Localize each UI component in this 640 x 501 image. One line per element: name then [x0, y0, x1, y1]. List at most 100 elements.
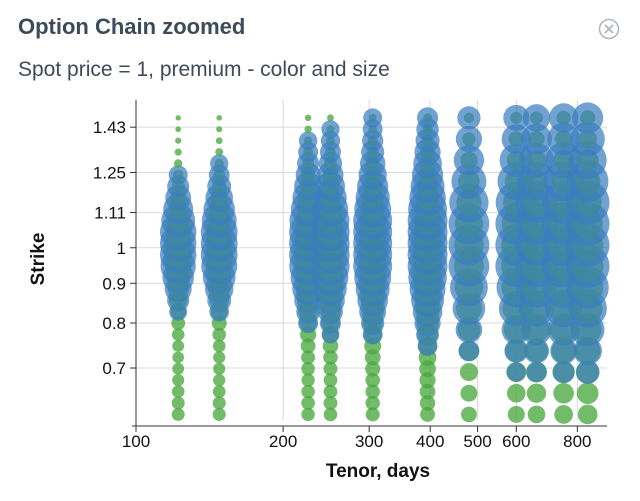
call-point	[323, 407, 338, 422]
call-point	[323, 361, 338, 376]
call-point	[304, 125, 312, 133]
call-point	[216, 115, 223, 121]
call-point	[304, 114, 312, 122]
call-point	[365, 407, 380, 422]
call-point	[172, 374, 185, 387]
call-point	[327, 114, 334, 122]
call-point	[301, 384, 315, 399]
y-tick-label: 1.11	[94, 204, 126, 223]
call-point	[459, 363, 478, 382]
call-point	[301, 350, 316, 365]
put-point	[363, 108, 383, 128]
call-point	[212, 385, 226, 398]
close-icon[interactable]	[598, 18, 620, 40]
y-tick-label: 1.43	[93, 118, 126, 137]
call-point	[301, 396, 315, 410]
x-tick-label: 600	[502, 432, 530, 451]
call-point	[212, 407, 226, 421]
put-point	[572, 102, 604, 134]
put-point	[503, 104, 530, 131]
call-point	[301, 407, 315, 422]
call-point	[323, 384, 338, 399]
call-point	[365, 384, 380, 399]
call-point	[215, 148, 224, 157]
call-point	[576, 382, 599, 405]
y-tick-label: 0.9	[102, 274, 126, 293]
y-tick-label: 0.8	[102, 314, 126, 333]
call-point	[365, 372, 380, 388]
y-axis-label: Strike	[28, 233, 49, 286]
y-tick: 1.43	[93, 118, 136, 137]
call-point	[172, 351, 185, 364]
call-point	[323, 396, 338, 410]
x-tick: 800	[563, 426, 592, 451]
call-point	[527, 405, 546, 424]
axes: 0.7 0.8 0.9 1 1.11 1.25 1.43 100 200 300 400 500 600…	[93, 100, 607, 451]
call-point	[172, 340, 185, 352]
y-tick: 1.11	[94, 204, 136, 223]
x-axis-label: Tenor, days	[326, 461, 430, 482]
call-point	[171, 328, 185, 341]
put-point	[321, 120, 340, 139]
put-point	[298, 131, 318, 150]
y-tick: 0.7	[102, 359, 136, 378]
put-point	[549, 103, 579, 133]
put-point	[457, 106, 481, 130]
x-tick: 200	[269, 426, 297, 451]
x-tick-label: 500	[463, 432, 491, 451]
put-point	[416, 107, 439, 129]
call-point	[213, 374, 226, 387]
call-point	[419, 383, 436, 400]
call-point	[323, 350, 338, 365]
call-point	[213, 362, 226, 375]
call-point	[577, 404, 598, 425]
put-point	[506, 362, 526, 382]
call-point	[507, 405, 525, 423]
call-point	[507, 383, 526, 403]
y-tick-label: 1.25	[93, 164, 126, 183]
call-point	[301, 373, 315, 387]
call-point	[460, 384, 478, 402]
x-tick: 600	[502, 426, 530, 451]
chart-title: Option Chain zoomed	[18, 14, 246, 39]
call-point	[171, 407, 185, 421]
y-tick: 0.8	[102, 314, 136, 333]
call-point	[300, 338, 316, 354]
x-tick: 500	[463, 426, 492, 451]
call-point	[526, 383, 547, 403]
call-point	[171, 385, 185, 398]
call-point	[365, 361, 381, 377]
x-tick: 100	[122, 426, 150, 451]
y-tick-label: 1	[117, 239, 126, 258]
call-point	[365, 395, 380, 411]
y-tick: 0.9	[102, 274, 136, 293]
put-point	[210, 154, 229, 173]
put-point	[522, 104, 551, 132]
call-point	[213, 351, 226, 364]
x-tick-label: 200	[269, 432, 297, 451]
chart-subtitle: Spot price = 1, premium - color and size	[18, 58, 390, 81]
x-tick-label: 400	[416, 432, 444, 451]
call-point	[212, 339, 226, 353]
x-tick-label: 100	[122, 432, 150, 451]
put-point	[453, 145, 485, 176]
x-tick: 400	[416, 426, 444, 451]
put-point	[168, 165, 188, 185]
x-tick-label: 300	[355, 432, 383, 451]
call-point	[175, 115, 181, 121]
call-point	[553, 382, 574, 404]
put-point	[455, 125, 483, 153]
put-point	[552, 361, 575, 384]
call-point	[212, 327, 226, 342]
put-point	[575, 360, 600, 384]
call-point	[420, 407, 435, 422]
call-point	[175, 126, 182, 133]
put-point	[523, 338, 550, 364]
call-point	[212, 396, 226, 410]
call-point	[173, 159, 183, 168]
put-point	[521, 123, 552, 155]
call-point	[175, 137, 182, 144]
call-point	[461, 406, 477, 423]
